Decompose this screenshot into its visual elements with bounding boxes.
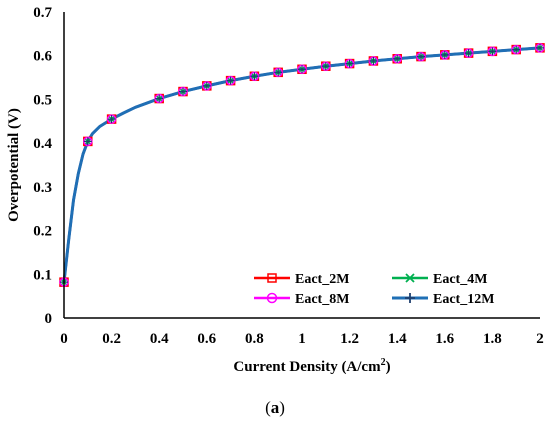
legend-label-eact-12m: Eact_12M (433, 292, 494, 307)
series-line-eact-12m (62, 46, 541, 283)
legend-item-eact-12m: Eact_12M (392, 292, 494, 307)
legend-plus-marker (405, 293, 415, 303)
y-tick-label: 0.1 (33, 267, 52, 283)
series-line-eact-4m (62, 46, 541, 283)
x-tick-label: 0.8 (245, 331, 264, 347)
plus-marker (202, 81, 211, 90)
plus-marker (512, 45, 521, 54)
tick-labels: 0 0.2 0.4 0.6 0.8 1 1.2 1.4 1.6 1.8 2 0 0.1 0.2 0.3 0.4… (33, 5, 544, 347)
y-tick-label: 0.3 (33, 180, 52, 196)
plus-marker (393, 54, 402, 63)
plus-marker (488, 47, 497, 56)
plus-marker (369, 56, 378, 65)
x-tick-label: 1.2 (340, 331, 359, 347)
plus-marker (440, 50, 449, 59)
axes (63, 12, 540, 319)
plus-marker (226, 76, 235, 85)
y-tick-label: 0.6 (33, 49, 52, 65)
plot-area (59, 43, 545, 287)
plus-marker (155, 94, 164, 103)
series-line-eact-2m (62, 46, 541, 283)
x-tick-label: 1.8 (483, 331, 502, 347)
plus-marker (250, 72, 259, 81)
plus-marker (107, 115, 116, 124)
y-tick-label: 0 (45, 311, 53, 327)
y-tick-label: 0.4 (33, 136, 52, 152)
legend-item-eact-2m: Eact_2M (254, 272, 349, 287)
legend-item-eact-8m: Eact_8M (254, 292, 349, 307)
x-tick-label: 2 (536, 331, 544, 347)
legend-item-eact-4m: Eact_4M (392, 272, 487, 287)
y-tick-label: 0.5 (33, 92, 52, 108)
plus-marker (321, 62, 330, 71)
legend-circle-marker (266, 292, 278, 304)
legend: Eact_2M Eact_4M Eact_8M Eact_12M (254, 272, 494, 307)
x-tick-label: 0 (60, 331, 68, 347)
plus-marker (464, 49, 473, 58)
x-tick-label: 0.2 (102, 331, 121, 347)
legend-x-marker (405, 273, 415, 283)
legend-label-eact-2m: Eact_2M (295, 272, 349, 287)
x-tick-label: 1.4 (388, 331, 407, 347)
x-tick-label: 1.6 (435, 331, 454, 347)
y-axis-title: Overpotential (V) (6, 108, 22, 222)
figure-caption: (a) (265, 398, 285, 417)
plus-marker (536, 43, 544, 52)
x-tick-label: 0.6 (197, 331, 216, 347)
plus-marker (179, 87, 187, 96)
series-line-eact-8m (62, 46, 541, 283)
plus-marker (345, 59, 354, 68)
plus-marker (417, 52, 425, 61)
plus-marker (83, 137, 92, 146)
x-axis-title: Current Density (A/cm2) (233, 357, 390, 375)
x-tick-label: 0.4 (150, 331, 169, 347)
y-tick-label: 0.7 (33, 5, 52, 21)
legend-label-eact-8m: Eact_8M (295, 292, 349, 307)
legend-label-eact-4m: Eact_4M (433, 272, 487, 287)
y-tick-label: 0.2 (33, 224, 52, 240)
legend-square-marker (267, 273, 277, 283)
x-tick-label: 1 (298, 331, 306, 347)
plus-marker (274, 68, 283, 77)
plus-marker (298, 65, 306, 74)
